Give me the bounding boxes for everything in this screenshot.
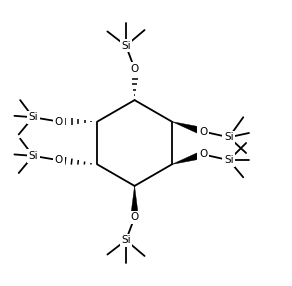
Text: O: O: [199, 150, 207, 159]
Text: O: O: [131, 64, 139, 74]
Text: Si: Si: [224, 155, 234, 165]
Polygon shape: [131, 186, 139, 217]
Text: O: O: [55, 155, 63, 165]
Text: O: O: [55, 117, 63, 126]
Text: Si: Si: [28, 151, 38, 161]
Polygon shape: [172, 151, 204, 164]
Text: O: O: [199, 127, 207, 136]
Polygon shape: [172, 122, 204, 135]
Text: Si: Si: [121, 41, 131, 51]
Text: Si: Si: [224, 132, 234, 142]
Text: Si: Si: [28, 112, 38, 122]
Text: O: O: [131, 212, 139, 222]
Text: Si: Si: [121, 235, 131, 245]
